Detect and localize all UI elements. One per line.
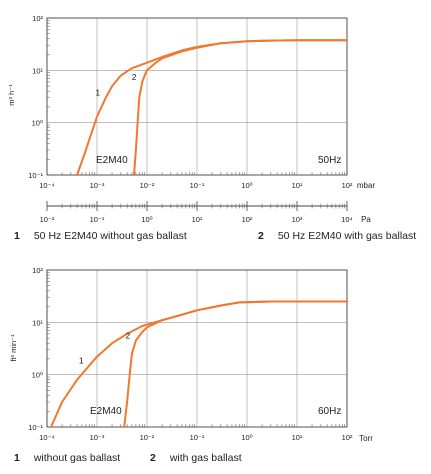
plot-frame bbox=[46, 269, 348, 428]
secondary-tick-label: 10¹ bbox=[192, 215, 203, 224]
y-tick-label: 10⁻¹ bbox=[28, 171, 43, 180]
y-tick-label: 10¹ bbox=[32, 318, 43, 327]
y-axis-label: ft³ min⁻¹ bbox=[9, 334, 18, 362]
series-label-1: 1 bbox=[79, 355, 84, 365]
series-label-2: 2 bbox=[132, 72, 137, 82]
x-tick-label: 10⁻⁴ bbox=[39, 433, 55, 442]
caption-2-bottom: 2 with gas ballast bbox=[150, 452, 242, 464]
model-annotation: E2M40 bbox=[90, 406, 122, 417]
secondary-tick-label: 10⁻¹ bbox=[90, 215, 105, 224]
plot-frame bbox=[46, 17, 348, 176]
x-tick-label: 10⁻³ bbox=[90, 433, 105, 442]
secondary-tick-label: 10⁻² bbox=[40, 215, 55, 224]
x-tick-label: 10⁻³ bbox=[90, 181, 105, 190]
x-tick-label: 10⁻¹ bbox=[190, 433, 205, 442]
secondary-tick-label: 10² bbox=[242, 215, 253, 224]
model-annotation: E2M40 bbox=[96, 155, 128, 166]
series-label-2: 2 bbox=[126, 330, 131, 340]
caption-2-top: 2 50 Hz E2M40 with gas ballast bbox=[258, 230, 417, 242]
y-tick-label: 10⁰ bbox=[32, 371, 43, 380]
series-line-2 bbox=[123, 300, 348, 428]
x-tick-label: 10¹ bbox=[292, 181, 303, 190]
x-tick-label: 10⁻² bbox=[140, 181, 155, 190]
x-axis-unit: mbar bbox=[357, 181, 376, 190]
y-axis-label: m³ h⁻¹ bbox=[7, 84, 16, 106]
frequency-annotation: 50Hz bbox=[318, 155, 341, 166]
caption-1-top: 1 50 Hz E2M40 without gas ballast bbox=[14, 230, 187, 242]
x-tick-label: 10² bbox=[342, 433, 353, 442]
caption-1-bottom: 1 without gas ballast bbox=[14, 452, 121, 464]
x-axis-unit: Torr bbox=[359, 434, 373, 443]
x-tick-label: 10² bbox=[342, 181, 353, 190]
secondary-tick-label: 10⁰ bbox=[141, 215, 152, 224]
y-tick-label: 10⁰ bbox=[32, 119, 43, 128]
x-tick-label: 10⁻⁴ bbox=[39, 181, 55, 190]
series-label-1: 1 bbox=[95, 88, 100, 98]
x-tick-label: 10⁻² bbox=[140, 433, 155, 442]
y-tick-label: 10² bbox=[32, 14, 43, 23]
y-tick-label: 10¹ bbox=[32, 66, 43, 75]
series-line-2 bbox=[133, 39, 348, 176]
secondary-tick-label: 10³ bbox=[292, 215, 303, 224]
x-tick-label: 10⁰ bbox=[241, 181, 252, 190]
secondary-tick-label: 10⁴ bbox=[341, 215, 353, 224]
x-tick-label: 10⁰ bbox=[241, 433, 252, 442]
x-tick-label: 10¹ bbox=[292, 433, 303, 442]
secondary-axis-unit: Pa bbox=[361, 215, 371, 224]
frequency-annotation: 60Hz bbox=[318, 406, 341, 417]
y-tick-label: 10² bbox=[32, 266, 43, 275]
x-tick-label: 10⁻¹ bbox=[190, 181, 205, 190]
y-tick-label: 10⁻¹ bbox=[28, 423, 43, 432]
